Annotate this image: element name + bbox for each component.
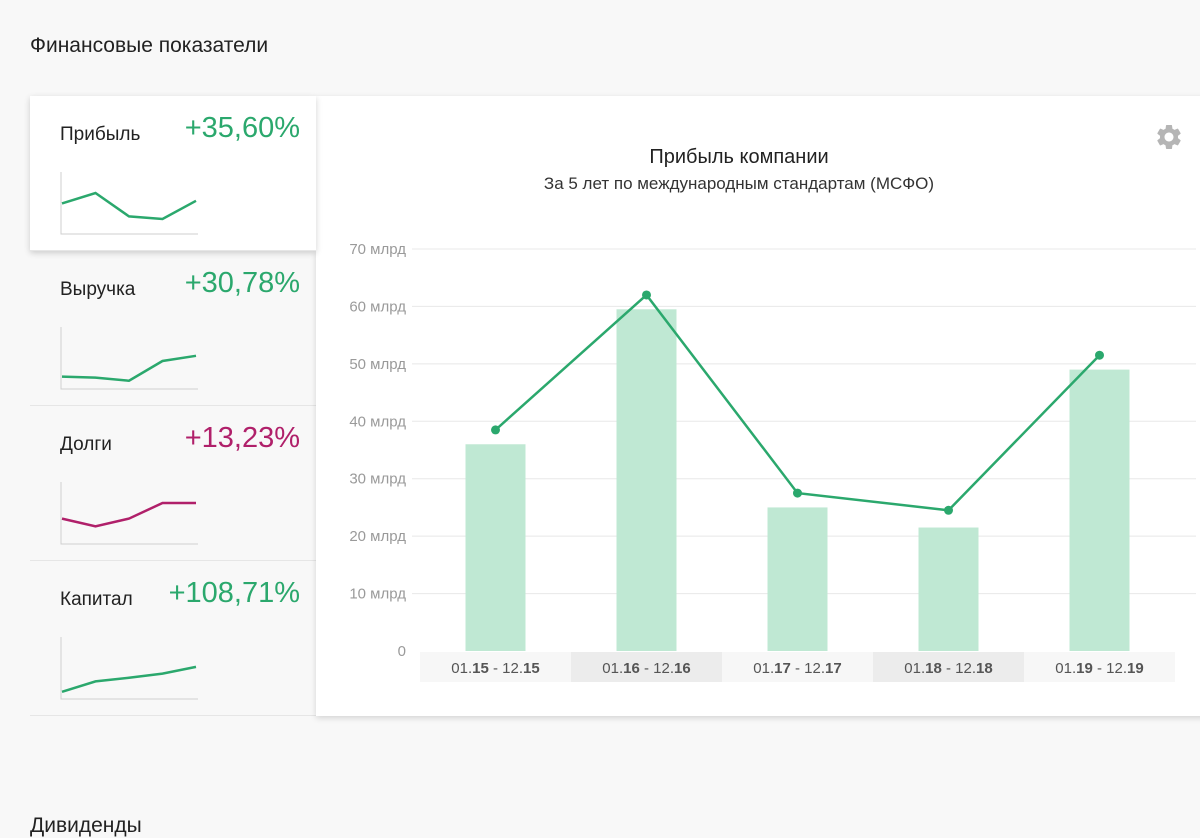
line-point bbox=[944, 505, 953, 515]
x-tick-month: 01. bbox=[451, 660, 472, 677]
chart-subtitle: За 5 лет по международным стандартам (МС… bbox=[543, 174, 935, 193]
x-tick-month: 01. bbox=[602, 660, 623, 677]
x-tick-label: 01.16 - 12.16 bbox=[602, 660, 690, 677]
x-tick-year: 15 bbox=[523, 660, 540, 677]
x-tick-year: 16 bbox=[674, 660, 691, 677]
bar bbox=[465, 444, 526, 651]
line-point bbox=[1095, 350, 1104, 360]
x-tick-label: 01.17 - 12.17 bbox=[753, 660, 841, 677]
chart-title: Прибыль компании bbox=[649, 146, 829, 168]
metric-card[interactable]: Долги +13,23% bbox=[30, 406, 316, 561]
y-tick-label: 30 млрд bbox=[349, 471, 406, 488]
x-tick-year: 19 bbox=[1076, 660, 1093, 677]
bar bbox=[616, 309, 677, 651]
sparkline-series bbox=[61, 191, 197, 221]
line-point bbox=[642, 290, 651, 300]
x-category-band bbox=[722, 652, 873, 682]
x-tick-year: 18 bbox=[925, 660, 942, 677]
y-tick-label: 10 млрд bbox=[349, 586, 406, 603]
y-tick-label: 0 bbox=[398, 643, 406, 660]
x-tick-month: - 12. bbox=[791, 660, 825, 677]
chart-panel: 0 10 млрд 20 млрд 30 млрд 40 млрд 50 млрд 60 м… bbox=[316, 96, 1200, 716]
x-tick-year: 19 bbox=[1127, 660, 1144, 677]
y-tick-label: 50 млрд bbox=[349, 356, 406, 373]
metric-change: +35,60% bbox=[184, 112, 300, 144]
metric-sparkline bbox=[60, 482, 198, 545]
x-tick-label: 01.18 - 12.18 bbox=[904, 660, 992, 677]
x-category-band bbox=[571, 652, 722, 682]
bar bbox=[767, 507, 828, 651]
x-tick-month: - 12. bbox=[1093, 660, 1127, 677]
line-point bbox=[491, 425, 500, 435]
section-title: Финансовые показатели bbox=[30, 34, 269, 57]
metric-label: Прибыль bbox=[60, 124, 141, 145]
x-tick-year: 17 bbox=[825, 660, 842, 677]
y-tick-label: 60 млрд bbox=[349, 298, 406, 315]
x-tick-label: 01.19 - 12.19 bbox=[1055, 660, 1143, 677]
metric-card[interactable]: Капитал +108,71% bbox=[30, 561, 316, 716]
gear-icon[interactable] bbox=[1154, 122, 1184, 152]
sparkline-series bbox=[61, 501, 196, 528]
x-tick-year: 16 bbox=[623, 660, 640, 677]
y-tick-label: 20 млрд bbox=[349, 528, 406, 545]
dividends-section-title: Дивиденды bbox=[30, 814, 142, 837]
y-tick-label: 40 млрд bbox=[349, 413, 406, 430]
x-category-band bbox=[1024, 652, 1175, 682]
metric-label: Выручка bbox=[60, 279, 136, 300]
metric-sparkline bbox=[60, 637, 198, 700]
x-tick-month: 01. bbox=[753, 660, 774, 677]
x-category-band bbox=[420, 652, 571, 682]
x-tick-month: - 12. bbox=[489, 660, 523, 677]
metric-cards: Прибыль +35,60% Выручка +30,78% Долги +13,23%… bbox=[30, 96, 316, 716]
x-tick-label: 01.15 - 12.15 bbox=[451, 660, 539, 677]
x-tick-year: 18 bbox=[976, 660, 993, 677]
x-tick-month: 01. bbox=[904, 660, 925, 677]
metric-change: +30,78% bbox=[184, 267, 300, 299]
sparkline-series bbox=[61, 354, 197, 383]
x-tick-month: - 12. bbox=[942, 660, 976, 677]
x-tick-year: 15 bbox=[472, 660, 489, 677]
metric-sparkline bbox=[60, 327, 198, 390]
profit-line bbox=[494, 293, 1101, 512]
metric-label: Долги bbox=[60, 434, 112, 455]
metric-change: +108,71% bbox=[168, 577, 300, 609]
metric-card[interactable]: Выручка +30,78% bbox=[30, 251, 316, 406]
metric-sparkline bbox=[60, 172, 198, 235]
x-tick-month: - 12. bbox=[640, 660, 674, 677]
profit-chart: 0 10 млрд 20 млрд 30 млрд 40 млрд 50 млрд 60 м… bbox=[349, 241, 1196, 682]
x-tick-month: 01. bbox=[1055, 660, 1076, 677]
metric-label: Капитал bbox=[60, 589, 133, 610]
metric-change: +13,23% bbox=[184, 422, 300, 454]
bar bbox=[1069, 369, 1130, 651]
sparkline-series bbox=[61, 665, 197, 693]
line-point bbox=[793, 488, 802, 498]
x-tick-year: 17 bbox=[774, 660, 791, 677]
metric-card[interactable]: Прибыль +35,60% bbox=[30, 96, 316, 251]
y-tick-label: 70 млрд bbox=[349, 241, 406, 258]
x-category-band bbox=[873, 652, 1024, 682]
bar bbox=[918, 527, 979, 651]
